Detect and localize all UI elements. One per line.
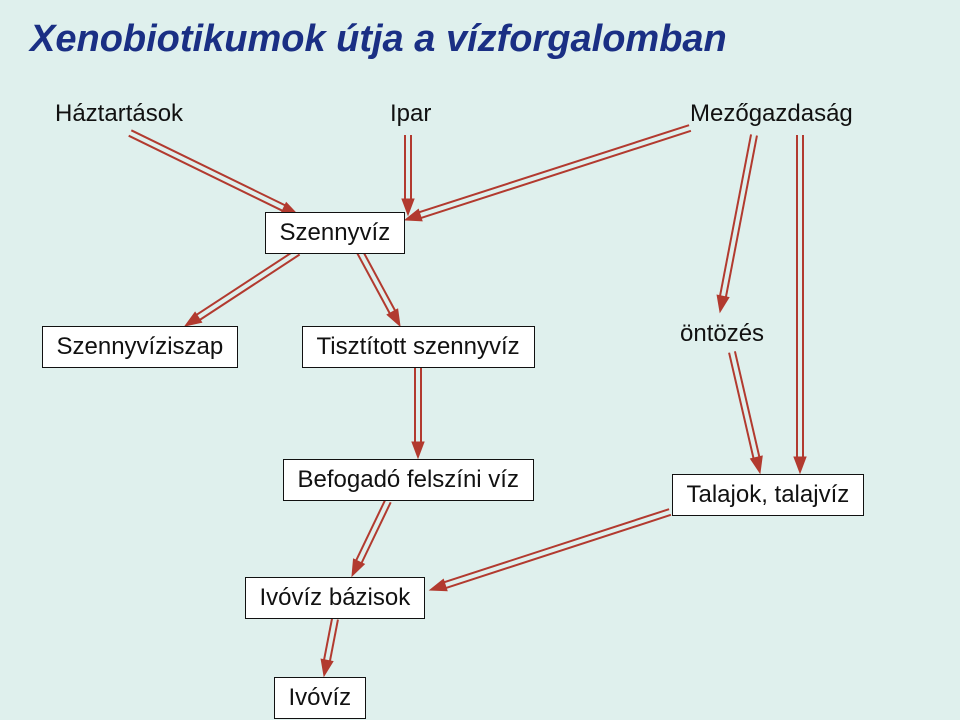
diagram-stage: Xenobiotikumok útja a vízforgalomban Ház…	[0, 0, 960, 720]
label-mezogazdasag: Mezőgazdaság	[690, 100, 853, 128]
box-szennyviz: Szennyvíz	[265, 212, 406, 254]
label-ontozes: öntözés	[680, 320, 764, 348]
arrow-head	[751, 456, 763, 473]
arrow-head	[321, 659, 333, 676]
arrow-head	[717, 295, 729, 312]
box-befogado-felszini-viz: Befogadó felszíni víz	[283, 459, 534, 501]
box-ivoviz-bazisok: Ivóvíz bázisok	[245, 577, 426, 619]
arrow-head	[412, 442, 424, 458]
arrow-head	[794, 457, 806, 473]
label-haztartasok: Háztartások	[55, 100, 183, 128]
box-tisztitott-szennyviz: Tisztított szennyvíz	[302, 326, 535, 368]
diagram-title: Xenobiotikumok útja a vízforgalomban	[30, 18, 727, 61]
box-talajok-talajviz: Talajok, talajvíz	[672, 474, 865, 516]
box-szennyviziszap: Szennyvíziszap	[42, 326, 239, 368]
label-ipar: Ipar	[390, 100, 431, 128]
box-ivoviz: Ivóvíz	[274, 677, 367, 719]
arrow-head	[430, 579, 447, 590]
